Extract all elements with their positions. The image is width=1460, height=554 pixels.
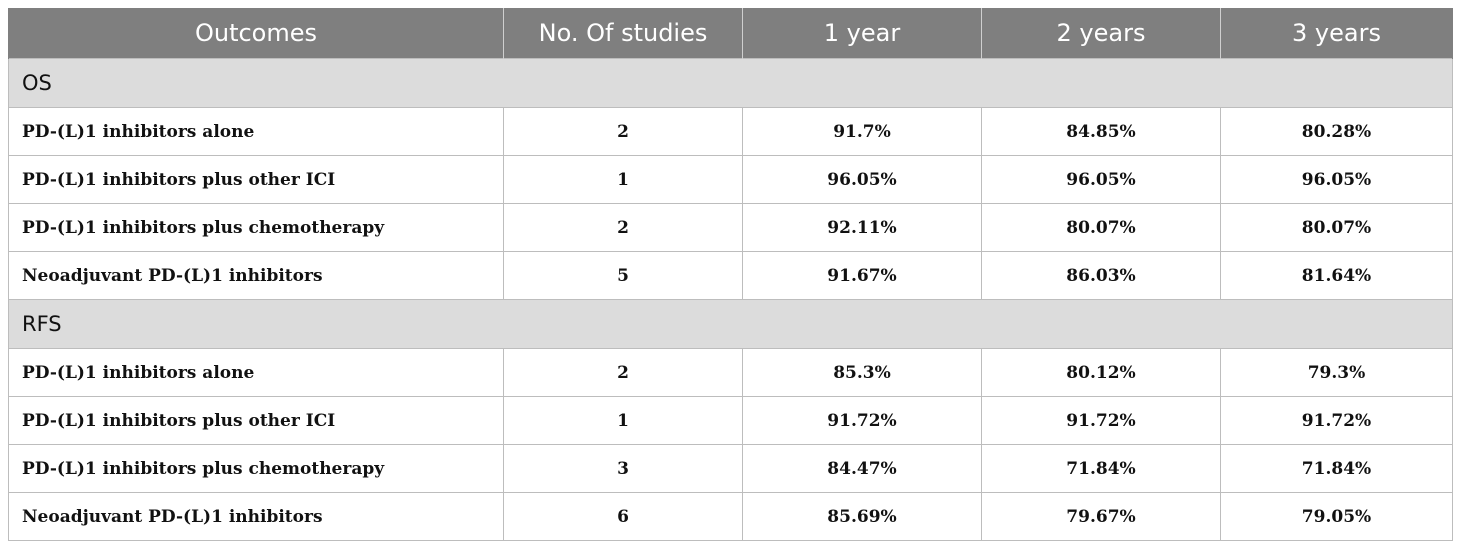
outcome-cell: PD-(L)1 inhibitors alone	[8, 107, 504, 156]
year-1-cell: 91.67%	[742, 251, 982, 300]
header-outcomes: Outcomes	[8, 8, 504, 59]
table-row: PD-(L)1 inhibitors plus chemotherapy 2 9…	[8, 203, 1453, 252]
year-2-cell: 84.85%	[981, 107, 1221, 156]
year-2-cell: 86.03%	[981, 251, 1221, 300]
year-1-cell: 85.3%	[742, 348, 982, 397]
outcome-cell: PD-(L)1 inhibitors plus other ICI	[8, 155, 504, 204]
table-row: PD-(L)1 inhibitors plus other ICI 1 96.0…	[8, 155, 1453, 204]
table-header: Outcomes No. Of studies 1 year 2 years 3…	[8, 8, 1453, 59]
year-3-cell: 80.07%	[1220, 203, 1453, 252]
header-1-year: 1 year	[742, 8, 982, 59]
studies-cell: 1	[503, 396, 743, 445]
year-3-cell: 71.84%	[1220, 444, 1453, 493]
section-row-rfs: RFS	[8, 299, 1453, 349]
header-row: Outcomes No. Of studies 1 year 2 years 3…	[8, 8, 1453, 59]
year-2-cell: 79.67%	[981, 492, 1221, 541]
outcome-cell: Neoadjuvant PD-(L)1 inhibitors	[8, 251, 504, 300]
table-row: Neoadjuvant PD-(L)1 inhibitors 6 85.69% …	[8, 492, 1453, 541]
header-3-years: 3 years	[1220, 8, 1453, 59]
outcomes-table: Outcomes No. Of studies 1 year 2 years 3…	[8, 8, 1453, 541]
section-title: OS	[8, 58, 1453, 108]
studies-cell: 6	[503, 492, 743, 541]
studies-cell: 2	[503, 203, 743, 252]
year-2-cell: 91.72%	[981, 396, 1221, 445]
studies-cell: 1	[503, 155, 743, 204]
year-2-cell: 80.12%	[981, 348, 1221, 397]
year-3-cell: 79.3%	[1220, 348, 1453, 397]
table-row: PD-(L)1 inhibitors plus chemotherapy 3 8…	[8, 444, 1453, 493]
outcome-cell: PD-(L)1 inhibitors plus other ICI	[8, 396, 504, 445]
year-1-cell: 92.11%	[742, 203, 982, 252]
outcome-cell: Neoadjuvant PD-(L)1 inhibitors	[8, 492, 504, 541]
section-row-os: OS	[8, 58, 1453, 108]
year-1-cell: 96.05%	[742, 155, 982, 204]
table-body: OS PD-(L)1 inhibitors alone 2 91.7% 84.8…	[8, 58, 1453, 541]
year-2-cell: 96.05%	[981, 155, 1221, 204]
table-row: PD-(L)1 inhibitors plus other ICI 1 91.7…	[8, 396, 1453, 445]
studies-cell: 3	[503, 444, 743, 493]
outcome-cell: PD-(L)1 inhibitors plus chemotherapy	[8, 444, 504, 493]
year-3-cell: 80.28%	[1220, 107, 1453, 156]
year-2-cell: 80.07%	[981, 203, 1221, 252]
outcome-cell: PD-(L)1 inhibitors plus chemotherapy	[8, 203, 504, 252]
year-3-cell: 79.05%	[1220, 492, 1453, 541]
year-1-cell: 84.47%	[742, 444, 982, 493]
table-row: Neoadjuvant PD-(L)1 inhibitors 5 91.67% …	[8, 251, 1453, 300]
year-3-cell: 81.64%	[1220, 251, 1453, 300]
table-row: PD-(L)1 inhibitors alone 2 85.3% 80.12% …	[8, 348, 1453, 397]
year-3-cell: 96.05%	[1220, 155, 1453, 204]
year-2-cell: 71.84%	[981, 444, 1221, 493]
header-no-of-studies: No. Of studies	[503, 8, 743, 59]
outcome-cell: PD-(L)1 inhibitors alone	[8, 348, 504, 397]
studies-cell: 5	[503, 251, 743, 300]
section-title: RFS	[8, 299, 1453, 349]
header-2-years: 2 years	[981, 8, 1221, 59]
year-1-cell: 85.69%	[742, 492, 982, 541]
table-row: PD-(L)1 inhibitors alone 2 91.7% 84.85% …	[8, 107, 1453, 156]
year-1-cell: 91.72%	[742, 396, 982, 445]
year-3-cell: 91.72%	[1220, 396, 1453, 445]
studies-cell: 2	[503, 348, 743, 397]
year-1-cell: 91.7%	[742, 107, 982, 156]
studies-cell: 2	[503, 107, 743, 156]
